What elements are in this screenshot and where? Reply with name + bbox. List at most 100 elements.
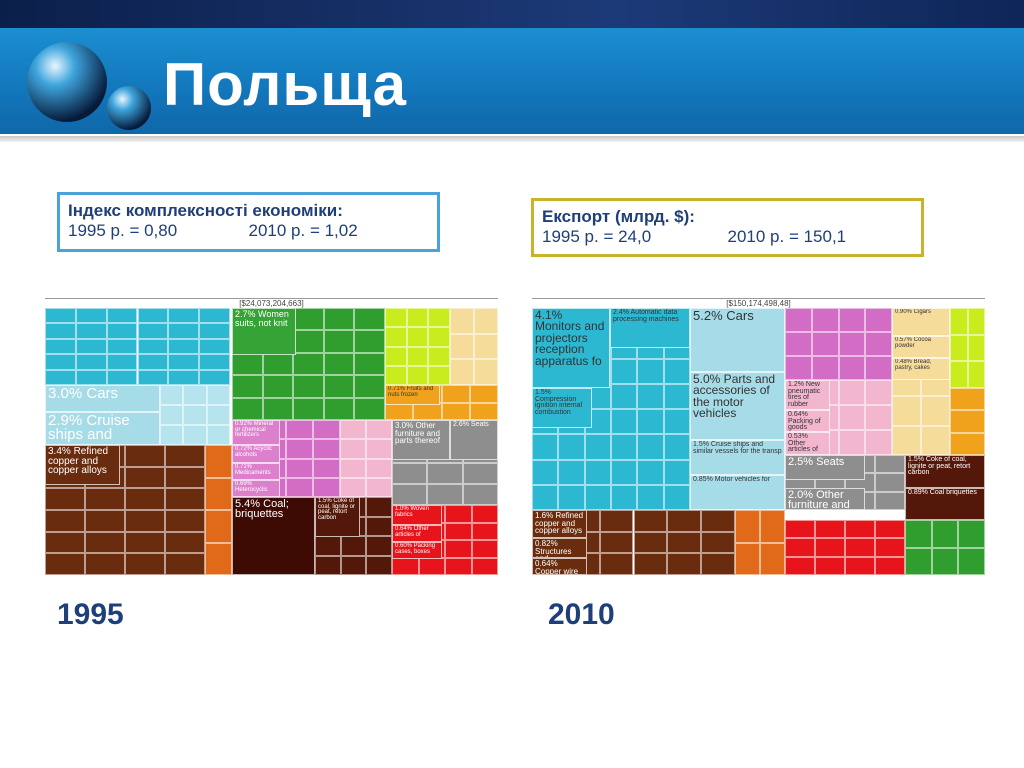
treemap-cell xyxy=(875,473,905,492)
treemap-cell xyxy=(611,358,638,384)
treemap-cell xyxy=(45,553,85,575)
treemap-cell xyxy=(125,488,165,510)
treemap-cell xyxy=(701,510,735,532)
treemap-tile: 1.5% Coke of coal, lignite or peat, reto… xyxy=(315,497,360,537)
divider xyxy=(0,136,1024,142)
treemap-cell xyxy=(262,397,294,420)
treemap-cell xyxy=(875,520,905,539)
treemap-cell xyxy=(663,484,690,510)
treemap-cell xyxy=(815,520,845,539)
treemap-cell xyxy=(286,439,313,459)
treemap-cell xyxy=(106,323,138,339)
treemap-cell xyxy=(406,365,429,385)
treemap-cell xyxy=(611,409,638,435)
treemap-cell xyxy=(663,409,690,435)
treemap-cell xyxy=(366,555,392,575)
treemap-cell xyxy=(75,323,107,339)
treemap-cell xyxy=(293,352,324,376)
treemap-cell xyxy=(875,538,905,557)
treemap-cell xyxy=(905,520,932,548)
treemap-cell xyxy=(428,346,450,366)
info-item: 1995 р. = 24,0 xyxy=(542,227,652,246)
treemap-cell xyxy=(354,352,385,376)
treemap-cell xyxy=(892,425,921,455)
treemap-cell xyxy=(785,356,812,380)
treemap-tile: 1.6% Refined copper and copper alloys xyxy=(532,510,587,538)
treemap-cell xyxy=(633,553,668,575)
treemap-cell xyxy=(599,553,634,575)
treemap-cell xyxy=(125,445,165,467)
treemap-cell xyxy=(921,396,950,426)
treemap: [$24,073,204,663] 2.7% Women suits, not … xyxy=(45,298,498,575)
treemap-cell xyxy=(785,332,812,356)
treemap-cell xyxy=(85,553,125,575)
year-label: 1995 xyxy=(57,598,124,631)
treemap-cell xyxy=(471,505,498,523)
treemap-cell xyxy=(125,510,165,532)
treemap-cell xyxy=(293,397,324,420)
treemap-tile: 1.0% Woven fabrics xyxy=(392,505,442,525)
treemap-cell xyxy=(262,352,294,376)
treemap-cell xyxy=(815,556,845,575)
treemap-cell xyxy=(199,323,230,339)
treemap-cell xyxy=(168,308,200,324)
treemap-cell xyxy=(811,308,839,332)
treemap-tile: 4.1% Monitors and projectors reception a… xyxy=(532,308,610,388)
info-item: 1995 р. = 0,80 xyxy=(68,221,178,240)
info-box: Експорт (млрд. $): 1995 р. = 24,0 2010 р.… xyxy=(531,198,924,257)
treemap-cell xyxy=(667,510,702,532)
treemap-cell xyxy=(340,477,366,497)
treemap-cell xyxy=(85,510,125,532)
treemap-tile: 0.72% Acyclic alcohols xyxy=(232,445,280,463)
treemap-cell xyxy=(183,405,207,425)
treemap-cell xyxy=(392,557,419,575)
treemap-cell xyxy=(323,308,355,331)
treemap-cell xyxy=(735,542,760,575)
treemap-cell xyxy=(445,557,472,575)
treemap-cell xyxy=(366,516,392,536)
treemap-cell xyxy=(838,380,866,405)
treemap-cell xyxy=(206,405,230,425)
treemap-cell xyxy=(340,536,367,556)
treemap-cell xyxy=(205,477,232,510)
treemap-cell xyxy=(663,383,690,409)
treemap-cell xyxy=(921,425,950,455)
treemap-cell xyxy=(168,369,200,385)
treemap-cell xyxy=(967,334,985,362)
treemap-tile: 2.7% Women suits, not knit xyxy=(232,308,296,355)
treemap-cell xyxy=(385,402,414,420)
treemap-cell xyxy=(462,483,498,505)
treemap-cell xyxy=(428,365,450,385)
treemap-cell xyxy=(286,420,313,440)
treemap-cell xyxy=(471,540,498,558)
info-box: Індекс комплексності економіки: 1995 р. … xyxy=(57,192,440,252)
treemap-cell xyxy=(45,488,85,510)
treemap-cell xyxy=(165,553,205,575)
treemap-tile: 5.0% Parts and accessories of the motor … xyxy=(690,372,785,440)
treemap-cell xyxy=(474,359,498,385)
logo-spheres xyxy=(27,42,151,130)
treemap-tile: 2.0% Other furniture and xyxy=(785,488,865,510)
treemap-cell xyxy=(838,356,866,380)
treemap-cell xyxy=(168,354,200,370)
treemap-cell xyxy=(950,432,985,455)
treemap-cell xyxy=(313,458,340,478)
treemap-cell xyxy=(445,540,472,558)
treemap-cell xyxy=(838,405,866,430)
treemap-cell xyxy=(385,346,407,366)
info-title: Індекс комплексності економіки: xyxy=(68,201,343,220)
treemap-cell xyxy=(667,531,702,554)
treemap-cell xyxy=(950,334,968,362)
treemap-cell xyxy=(137,354,169,370)
treemap-cell xyxy=(183,385,207,405)
treemap-cell xyxy=(385,365,407,385)
treemap-cell xyxy=(611,484,638,510)
treemap-cell xyxy=(469,385,498,403)
treemap-cell xyxy=(406,308,429,328)
treemap-cell xyxy=(967,361,985,388)
treemap-cell xyxy=(75,354,107,370)
treemap-cell xyxy=(293,375,324,398)
treemap-cell xyxy=(232,375,263,398)
treemap-cell xyxy=(137,323,169,339)
